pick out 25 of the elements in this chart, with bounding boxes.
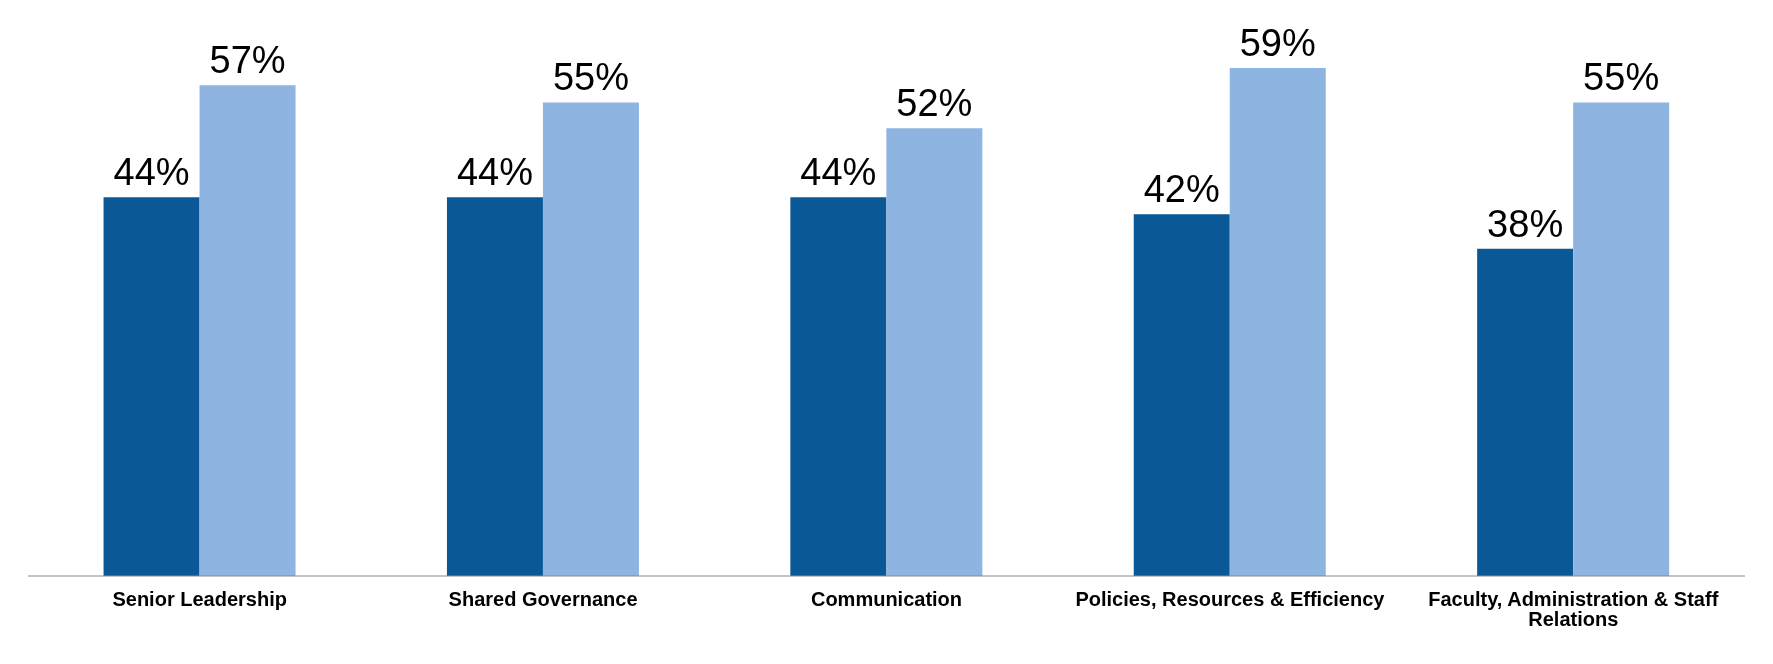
bar: [446, 197, 543, 576]
bar: [103, 197, 200, 576]
data-label: 57%: [209, 39, 286, 82]
data-label: 38%: [1487, 202, 1564, 245]
bar: [1133, 214, 1230, 576]
data-label: 55%: [552, 56, 629, 99]
data-label: 44%: [456, 151, 533, 194]
bar: [1477, 248, 1574, 576]
data-label: 55%: [1583, 56, 1660, 99]
bar: [542, 102, 639, 576]
bar: [790, 197, 887, 576]
bar: [1229, 68, 1326, 576]
data-label: 42%: [1143, 168, 1220, 211]
x-tick-label: Senior Leadership: [112, 588, 287, 611]
x-tick-label: Policies, Resources & Efficiency: [1075, 588, 1386, 611]
x-tick-label: Shared Governance: [448, 588, 638, 611]
data-label: 52%: [896, 82, 973, 125]
x-tick-label: Communication: [810, 588, 963, 611]
bar: [199, 85, 296, 576]
x-tick-label: Faculty, Administration & Staff Relations: [1428, 588, 1719, 631]
bar: [886, 128, 983, 576]
data-label: 59%: [1239, 22, 1316, 64]
data-label: 44%: [113, 151, 190, 194]
data-label: 44%: [800, 151, 877, 194]
bar: [1573, 102, 1670, 576]
